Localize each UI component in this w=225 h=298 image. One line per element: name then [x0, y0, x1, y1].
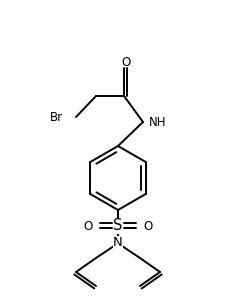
- Text: O: O: [121, 55, 130, 69]
- Text: O: O: [142, 220, 152, 232]
- Text: Br: Br: [50, 111, 63, 123]
- Text: O: O: [83, 220, 93, 232]
- Text: N: N: [113, 235, 122, 249]
- Text: S: S: [113, 218, 122, 234]
- Text: NH: NH: [148, 116, 166, 128]
